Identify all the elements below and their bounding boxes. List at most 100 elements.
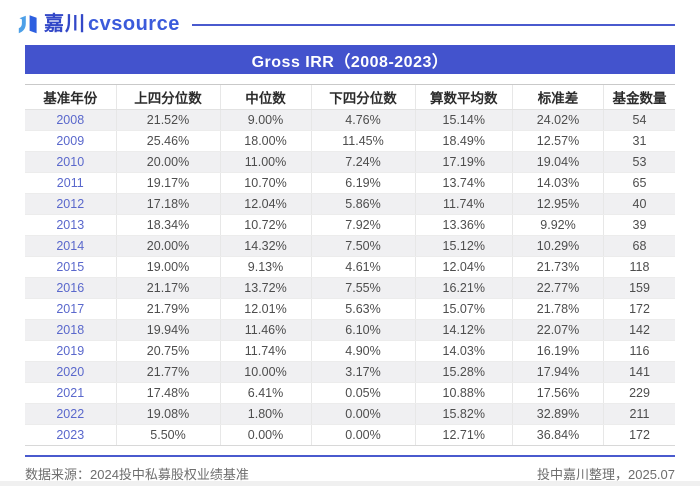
table-cell: 10.70% <box>219 172 311 194</box>
chart-title-bar: Gross IRR（2008-2023） <box>25 45 675 74</box>
year-link[interactable]: 2014 <box>25 235 116 257</box>
table-cell: 36.84% <box>512 424 604 446</box>
column-header: 上四分位数 <box>115 84 220 110</box>
year-link[interactable]: 2008 <box>25 109 116 131</box>
table-cell: 0.00% <box>310 403 415 425</box>
table-cell: 40 <box>603 193 675 215</box>
table-row: 2017 21.79% 12.01% 5.63% 15.07% 21.78% 172 <box>25 298 675 320</box>
year-link[interactable]: 2023 <box>25 424 116 446</box>
table-row: 2018 19.94% 11.46% 6.10% 14.12% 22.07% 142 <box>25 319 675 341</box>
year-link[interactable]: 2011 <box>25 172 116 194</box>
table-row: 2016 21.17% 13.72% 7.55% 16.21% 22.77% 159 <box>25 277 675 299</box>
table-cell: 11.46% <box>219 319 311 341</box>
table-cell: 21.77% <box>115 361 220 383</box>
year-link[interactable]: 2017 <box>25 298 116 320</box>
year-link[interactable]: 2013 <box>25 214 116 236</box>
table-cell: 19.04% <box>512 151 604 173</box>
table-cell: 12.04% <box>219 193 311 215</box>
table-cell: 11.00% <box>219 151 311 173</box>
column-header: 标准差 <box>512 84 604 110</box>
table-cell: 13.74% <box>414 172 513 194</box>
table-cell: 20.00% <box>115 151 220 173</box>
table-cell: 12.01% <box>219 298 311 320</box>
table-cell: 4.61% <box>310 256 415 278</box>
table-cell: 229 <box>603 382 675 404</box>
data-source-label: 数据来源：2024投中私募股权业绩基准 <box>25 467 249 482</box>
table-cell: 9.00% <box>219 109 311 131</box>
irr-table: 基准年份 上四分位数 中位数 下四分位数 算数平均数 标准差 基金数量 2008 21.52%… <box>25 84 675 446</box>
table-cell: 19.17% <box>115 172 220 194</box>
year-link[interactable]: 2016 <box>25 277 116 299</box>
table-cell: 3.17% <box>310 361 415 383</box>
table-cell: 11.74% <box>414 193 513 215</box>
table-cell: 17.18% <box>115 193 220 215</box>
table-cell: 5.50% <box>115 424 220 446</box>
table-cell: 4.76% <box>310 109 415 131</box>
year-link[interactable]: 2015 <box>25 256 116 278</box>
table-cell: 6.41% <box>219 382 311 404</box>
table-cell: 19.00% <box>115 256 220 278</box>
table-row: 2019 20.75% 11.74% 4.90% 14.03% 16.19% 116 <box>25 340 675 362</box>
table-cell: 21.73% <box>512 256 604 278</box>
year-link[interactable]: 2010 <box>25 151 116 173</box>
table-cell: 53 <box>603 151 675 173</box>
table-cell: 13.72% <box>219 277 311 299</box>
year-link[interactable]: 2022 <box>25 403 116 425</box>
table-cell: 22.77% <box>512 277 604 299</box>
irr-table-container: 基准年份 上四分位数 中位数 下四分位数 算数平均数 标准差 基金数量 2008 21.52%… <box>25 84 675 446</box>
table-cell: 65 <box>603 172 675 194</box>
table-row: 2013 18.34% 10.72% 7.92% 13.36% 9.92% 39 <box>25 214 675 236</box>
table-cell: 15.82% <box>414 403 513 425</box>
table-cell: 18.00% <box>219 130 311 152</box>
table-cell: 172 <box>603 298 675 320</box>
table-cell: 16.21% <box>414 277 513 299</box>
table-cell: 68 <box>603 235 675 257</box>
table-cell: 9.92% <box>512 214 604 236</box>
table-cell: 7.50% <box>310 235 415 257</box>
table-cell: 22.07% <box>512 319 604 341</box>
table-cell: 14.12% <box>414 319 513 341</box>
table-cell: 15.28% <box>414 361 513 383</box>
table-header-row: 基准年份 上四分位数 中位数 下四分位数 算数平均数 标准差 基金数量 <box>25 84 675 110</box>
year-link[interactable]: 2019 <box>25 340 116 362</box>
table-cell: 17.56% <box>512 382 604 404</box>
table-cell: 16.19% <box>512 340 604 362</box>
table-cell: 14.03% <box>512 172 604 194</box>
table-cell: 7.55% <box>310 277 415 299</box>
year-link[interactable]: 2021 <box>25 382 116 404</box>
table-cell: 0.05% <box>310 382 415 404</box>
table-cell: 18.34% <box>115 214 220 236</box>
table-cell: 12.71% <box>414 424 513 446</box>
table-cell: 0.00% <box>219 424 311 446</box>
year-link[interactable]: 2012 <box>25 193 116 215</box>
table-cell: 10.00% <box>219 361 311 383</box>
table-cell: 211 <box>603 403 675 425</box>
table-cell: 19.08% <box>115 403 220 425</box>
credit-label: 投中嘉川整理，2025.07 <box>537 467 675 482</box>
table-cell: 12.57% <box>512 130 604 152</box>
table-cell: 116 <box>603 340 675 362</box>
table-cell: 11.74% <box>219 340 311 362</box>
table-cell: 7.24% <box>310 151 415 173</box>
brand-name-cn: 嘉川 <box>44 12 86 35</box>
table-row: 2022 19.08% 1.80% 0.00% 15.82% 32.89% 211 <box>25 403 675 425</box>
table-row: 2010 20.00% 11.00% 7.24% 17.19% 19.04% 53 <box>25 151 675 173</box>
table-cell: 1.80% <box>219 403 311 425</box>
year-link[interactable]: 2020 <box>25 361 116 383</box>
year-link[interactable]: 2009 <box>25 130 116 152</box>
table-cell: 20.75% <box>115 340 220 362</box>
table-cell: 118 <box>603 256 675 278</box>
table-cell: 17.19% <box>414 151 513 173</box>
table-cell: 21.79% <box>115 298 220 320</box>
table-cell: 142 <box>603 319 675 341</box>
table-cell: 172 <box>603 424 675 446</box>
table-cell: 10.72% <box>219 214 311 236</box>
table-cell: 21.52% <box>115 109 220 131</box>
table-cell: 15.12% <box>414 235 513 257</box>
year-link[interactable]: 2018 <box>25 319 116 341</box>
table-cell: 141 <box>603 361 675 383</box>
table-cell: 31 <box>603 130 675 152</box>
table-row: 2009 25.46% 18.00% 11.45% 18.49% 12.57% 31 <box>25 130 675 152</box>
table-cell: 39 <box>603 214 675 236</box>
table-cell: 5.86% <box>310 193 415 215</box>
